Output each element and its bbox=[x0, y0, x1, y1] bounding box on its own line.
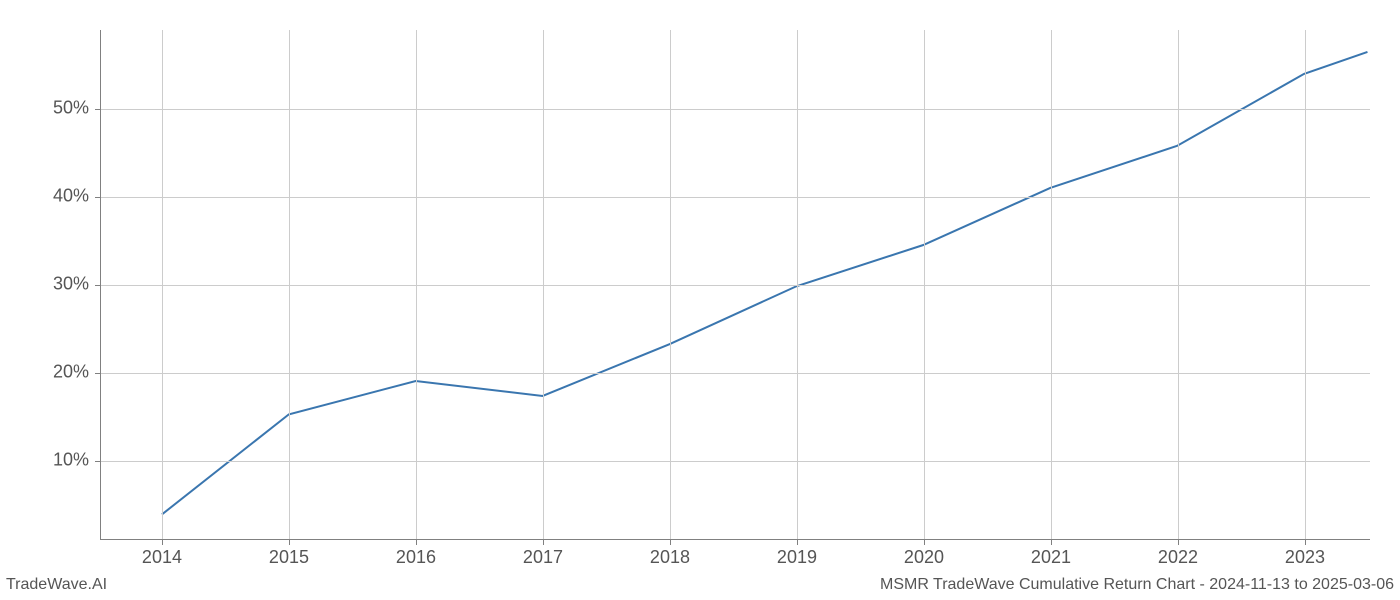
chart-container: 2014201520162017201820192020202120222023… bbox=[100, 30, 1370, 540]
x-tick-label: 2015 bbox=[269, 547, 309, 568]
x-tick-label: 2023 bbox=[1285, 547, 1325, 568]
grid-line-horizontal bbox=[101, 285, 1370, 286]
y-tick-label: 50% bbox=[53, 98, 89, 119]
y-tick-label: 30% bbox=[53, 274, 89, 295]
y-tick-label: 10% bbox=[53, 449, 89, 470]
x-tick-mark bbox=[1051, 539, 1052, 545]
grid-line-horizontal bbox=[101, 109, 1370, 110]
grid-line-horizontal bbox=[101, 197, 1370, 198]
y-tick-mark bbox=[95, 461, 101, 462]
x-tick-mark bbox=[670, 539, 671, 545]
y-tick-label: 20% bbox=[53, 361, 89, 382]
footer-brand: TradeWave.AI bbox=[6, 576, 107, 594]
grid-line-horizontal bbox=[101, 373, 1370, 374]
y-tick-mark bbox=[95, 373, 101, 374]
y-tick-mark bbox=[95, 197, 101, 198]
x-tick-mark bbox=[1305, 539, 1306, 545]
y-tick-label: 40% bbox=[53, 186, 89, 207]
x-tick-label: 2018 bbox=[650, 547, 690, 568]
x-tick-mark bbox=[416, 539, 417, 545]
x-tick-label: 2022 bbox=[1158, 547, 1198, 568]
x-tick-mark bbox=[924, 539, 925, 545]
x-tick-label: 2020 bbox=[904, 547, 944, 568]
x-tick-mark bbox=[543, 539, 544, 545]
x-tick-label: 2021 bbox=[1031, 547, 1071, 568]
x-tick-mark bbox=[289, 539, 290, 545]
plot-area: 2014201520162017201820192020202120222023… bbox=[100, 30, 1370, 540]
x-tick-label: 2016 bbox=[396, 547, 436, 568]
x-tick-label: 2014 bbox=[142, 547, 182, 568]
x-tick-mark bbox=[162, 539, 163, 545]
x-tick-label: 2017 bbox=[523, 547, 563, 568]
return-line bbox=[162, 52, 1368, 514]
x-tick-mark bbox=[1178, 539, 1179, 545]
x-tick-label: 2019 bbox=[777, 547, 817, 568]
y-tick-mark bbox=[95, 285, 101, 286]
x-tick-mark bbox=[797, 539, 798, 545]
grid-line-horizontal bbox=[101, 461, 1370, 462]
footer-caption: MSMR TradeWave Cumulative Return Chart -… bbox=[880, 576, 1394, 594]
y-tick-mark bbox=[95, 109, 101, 110]
